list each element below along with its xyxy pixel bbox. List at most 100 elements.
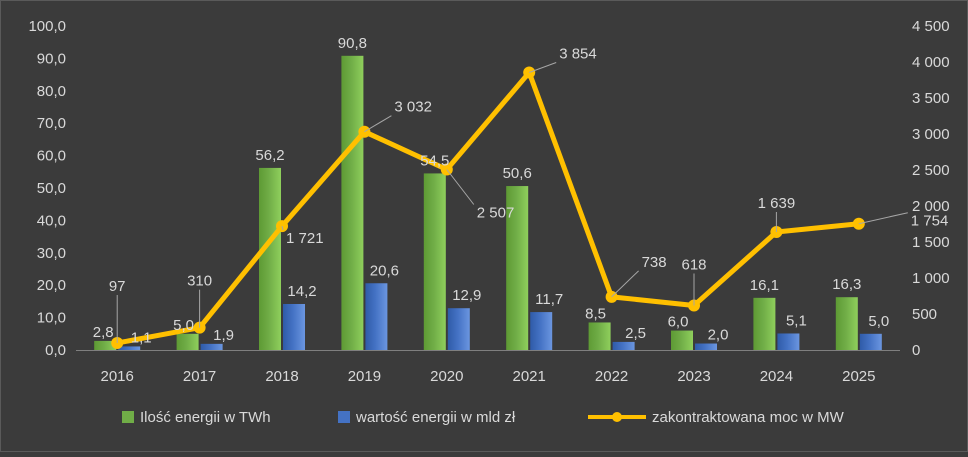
x-tick-2017: 2017 bbox=[183, 368, 216, 385]
x-tick-2020: 2020 bbox=[430, 368, 463, 385]
x-tick-2023: 2023 bbox=[677, 368, 710, 385]
y-left-tick: 10,0 bbox=[37, 310, 66, 327]
y-right-tick: 3 500 bbox=[912, 90, 950, 107]
bar-energy-twh-2023 bbox=[671, 330, 693, 350]
data-labels-group: 2,8 1,1 5,0 1,9 56,2 14,2 90,8 20,6 54,5 12,9 50,6… bbox=[93, 35, 949, 347]
y-right-tick: 4 000 bbox=[912, 54, 950, 71]
x-tick-2016: 2016 bbox=[101, 368, 134, 385]
label-value-mld-2025: 5,0 bbox=[868, 313, 889, 330]
label-energy-twh-2022: 8,5 bbox=[585, 305, 606, 322]
x-tick-2019: 2019 bbox=[348, 368, 381, 385]
label-capacity-2023: 618 bbox=[681, 257, 706, 274]
label-energy-twh-2016: 2,8 bbox=[93, 324, 114, 341]
y-left-tick: 100,0 bbox=[28, 18, 66, 35]
y-right-tick: 3 000 bbox=[912, 126, 950, 143]
legend: Ilość energii w TWh wartość energii w mld… bbox=[122, 409, 845, 426]
leader-line-2025 bbox=[858, 212, 908, 225]
y-left-tick: 20,0 bbox=[37, 277, 66, 294]
label-value-mld-2017: 1,9 bbox=[213, 327, 234, 344]
legend-marker-capacity bbox=[612, 412, 622, 422]
bar-value-mld-2023 bbox=[695, 343, 717, 350]
label-value-mld-2020: 12,9 bbox=[452, 287, 481, 304]
label-energy-twh-2025: 16,3 bbox=[832, 276, 861, 293]
bar-energy-twh-2021 bbox=[506, 186, 529, 350]
label-capacity-2020: 2 507 bbox=[477, 204, 515, 221]
label-value-mld-2022: 2,5 bbox=[625, 325, 646, 342]
bar-value-mld-2019 bbox=[365, 283, 388, 350]
bar-value-mld-2024 bbox=[777, 333, 800, 350]
label-value-mld-2018: 14,2 bbox=[287, 283, 316, 300]
y-left-tick: 40,0 bbox=[37, 212, 66, 229]
legend-label-energy-twh: Ilość energii w TWh bbox=[140, 409, 271, 426]
y-right-tick: 500 bbox=[912, 306, 937, 323]
bar-energy-twh-2022 bbox=[588, 322, 611, 350]
label-capacity-2022: 738 bbox=[642, 254, 667, 271]
y-right-tick: 1 000 bbox=[912, 270, 950, 287]
legend-label-value-mld: wartość energii w mld zł bbox=[355, 409, 516, 426]
bar-energy-twh-2025 bbox=[835, 297, 858, 350]
x-tick-2024: 2024 bbox=[760, 368, 793, 385]
y-left-tick: 30,0 bbox=[37, 245, 66, 262]
label-energy-twh-2021: 50,6 bbox=[503, 165, 532, 182]
bar-energy-twh-2016 bbox=[94, 340, 117, 350]
bar-value-mld-2017 bbox=[200, 343, 223, 350]
legend-swatch-energy-twh bbox=[122, 411, 134, 423]
label-value-mld-2024: 5,1 bbox=[786, 312, 807, 329]
legend-label-capacity: zakontraktowana moc w MW bbox=[652, 409, 845, 426]
label-capacity-2016: 97 bbox=[109, 278, 126, 295]
label-capacity-2024: 1 639 bbox=[758, 195, 796, 212]
bar-value-mld-2018 bbox=[283, 303, 305, 350]
leader-line-2020 bbox=[446, 169, 475, 205]
bar-energy-twh-2024 bbox=[753, 297, 776, 350]
y-left-tick: 70,0 bbox=[37, 115, 66, 132]
x-tick-2021: 2021 bbox=[513, 368, 546, 385]
label-energy-twh-2019: 90,8 bbox=[338, 35, 367, 52]
bar-value-mld-2022 bbox=[612, 341, 635, 350]
y-left-tick: 50,0 bbox=[37, 180, 66, 197]
y-right-tick: 2 500 bbox=[912, 162, 950, 179]
label-energy-twh-2018: 56,2 bbox=[255, 147, 284, 164]
label-energy-twh-2024: 16,1 bbox=[750, 277, 779, 294]
x-tick-2025: 2025 bbox=[842, 368, 875, 385]
label-capacity-2021: 3 854 bbox=[559, 46, 597, 63]
bar-value-mld-2016 bbox=[118, 346, 141, 350]
bars-group bbox=[94, 55, 882, 351]
leader-line-2019 bbox=[364, 115, 392, 133]
x-tick-2022: 2022 bbox=[595, 368, 628, 385]
axes-group: 0,0 10,0 20,0 30,0 40,0 50,0 60,0 70,0 80,0 90,0 1… bbox=[28, 18, 949, 385]
label-energy-twh-2023: 6,0 bbox=[668, 314, 689, 331]
label-energy-twh-2017: 5,0 bbox=[173, 317, 194, 334]
label-value-mld-2019: 20,6 bbox=[370, 262, 399, 279]
y-left-tick: 60,0 bbox=[37, 148, 66, 165]
label-capacity-2017: 310 bbox=[187, 273, 212, 290]
bar-energy-twh-2020 bbox=[423, 173, 446, 350]
bar-value-mld-2020 bbox=[447, 308, 470, 350]
label-value-mld-2021: 11,7 bbox=[535, 291, 563, 308]
label-value-mld-2016: 1,1 bbox=[131, 329, 152, 346]
y-left-tick: 0,0 bbox=[45, 342, 66, 359]
legend-swatch-value-mld bbox=[338, 411, 350, 423]
y-right-tick: 1 500 bbox=[912, 234, 950, 251]
bar-value-mld-2021 bbox=[530, 312, 553, 350]
leader-line-2022 bbox=[611, 270, 639, 298]
y-left-tick: 80,0 bbox=[37, 83, 66, 100]
bar-energy-twh-2018 bbox=[259, 167, 281, 350]
label-capacity-2025: 1 754 bbox=[911, 213, 949, 230]
bar-energy-twh-2019 bbox=[341, 55, 364, 351]
label-capacity-2019: 3 032 bbox=[394, 99, 432, 116]
y-right-tick: 2 000 bbox=[912, 198, 950, 215]
y-right-tick: 4 500 bbox=[912, 18, 950, 35]
label-energy-twh-2020: 54,5 bbox=[420, 152, 449, 169]
y-right-tick: 0 bbox=[912, 342, 920, 359]
leader-line-2018 bbox=[281, 225, 284, 231]
line-capacity-mw bbox=[114, 70, 862, 346]
leader-line-2021 bbox=[529, 62, 557, 73]
label-capacity-2018: 1 721 bbox=[286, 230, 324, 247]
label-value-mld-2023: 2,0 bbox=[708, 327, 729, 344]
bar-energy-twh-2017 bbox=[176, 333, 199, 350]
x-tick-2018: 2018 bbox=[265, 368, 298, 385]
bar-value-mld-2025 bbox=[859, 333, 882, 350]
